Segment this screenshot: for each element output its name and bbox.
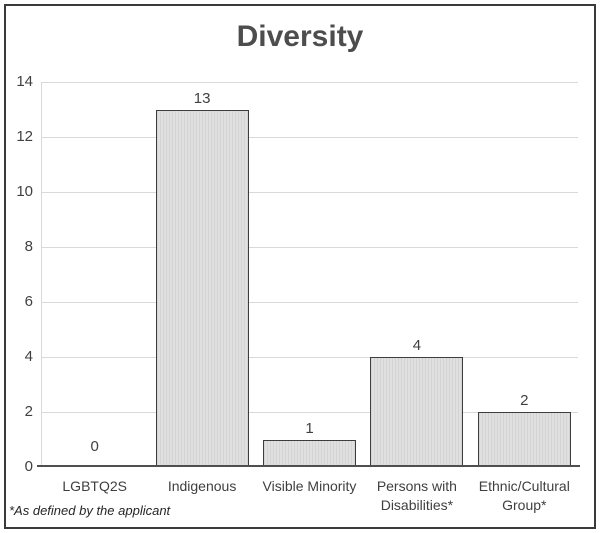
category-label: Visible Minority [262, 478, 357, 494]
gridline [41, 302, 578, 303]
value-label: 2 [520, 392, 529, 409]
gridline [41, 82, 578, 83]
y-tick-label: 14 [16, 73, 33, 90]
gridline [41, 247, 578, 248]
gridline [41, 137, 578, 138]
y-tick-label: 4 [24, 348, 33, 365]
y-axis-line [41, 82, 42, 467]
bar-ethnic-cultural-group [477, 412, 571, 467]
category-label: Indigenous [167, 478, 237, 494]
gridline [41, 357, 578, 358]
y-tick-label: 6 [24, 293, 33, 310]
category-label: Persons with Disabilities* [376, 478, 457, 513]
bar-visible-minority [263, 439, 356, 467]
plot-area [41, 82, 578, 467]
y-tick-label: 2 [24, 403, 33, 420]
y-tick-label: 12 [16, 128, 33, 145]
value-label: 4 [412, 337, 422, 354]
bar-indigenous [155, 109, 249, 467]
value-label: 13 [193, 89, 211, 107]
category-label: Ethnic/Cultural Group* [478, 478, 570, 513]
x-axis-line [37, 465, 580, 467]
chart-title: Diversity [236, 20, 364, 53]
gridline [41, 412, 578, 413]
bar-persons-with-disabilities [370, 357, 464, 467]
gridline [41, 192, 578, 193]
y-tick-label: 10 [16, 183, 33, 200]
y-tick-label: 8 [24, 238, 33, 255]
value-label: 0 [90, 438, 99, 455]
value-label: 1 [305, 419, 314, 437]
footnote: *As defined by the applicant [9, 503, 171, 518]
category-label: LGBTQ2S [62, 478, 127, 494]
y-tick-label: 0 [24, 458, 33, 475]
